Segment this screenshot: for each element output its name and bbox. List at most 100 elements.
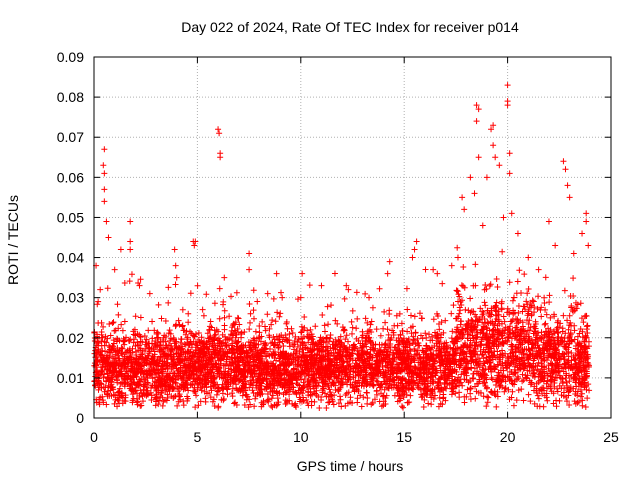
data-point <box>187 290 194 297</box>
data-point <box>221 307 228 314</box>
data-point <box>212 384 219 391</box>
data-point <box>341 327 348 334</box>
data-point <box>173 274 180 281</box>
data-point <box>246 266 253 273</box>
data-point <box>237 353 244 360</box>
data-point <box>542 328 549 335</box>
data-point <box>266 325 273 332</box>
data-point <box>500 367 507 374</box>
data-point <box>179 306 186 313</box>
data-point <box>566 378 573 385</box>
data-point <box>472 395 479 402</box>
data-point <box>496 162 503 169</box>
data-point <box>300 334 307 340</box>
data-point <box>342 402 349 409</box>
data-point <box>565 388 572 395</box>
data-point <box>585 242 592 249</box>
data-points <box>91 82 593 411</box>
data-point <box>434 270 441 277</box>
data-point <box>510 402 517 409</box>
data-point <box>271 387 278 394</box>
data-point <box>448 262 455 269</box>
data-point <box>561 335 568 342</box>
data-point <box>99 397 106 404</box>
data-point <box>506 170 513 177</box>
data-point <box>268 321 275 328</box>
data-point <box>345 389 352 396</box>
data-point <box>439 280 446 287</box>
data-point <box>115 311 122 318</box>
data-point <box>267 389 274 396</box>
data-point <box>364 330 371 337</box>
data-point <box>566 402 573 409</box>
data-point <box>342 336 349 343</box>
data-point <box>470 308 477 315</box>
data-point <box>289 330 296 337</box>
data-point <box>522 372 529 379</box>
data-point <box>321 322 328 329</box>
data-point <box>256 323 263 330</box>
data-point <box>516 267 523 274</box>
data-point <box>246 250 253 257</box>
data-point <box>494 284 501 291</box>
data-point <box>554 385 561 392</box>
data-point <box>212 331 219 338</box>
data-point <box>326 376 333 383</box>
data-point <box>268 395 275 402</box>
data-point <box>471 190 478 197</box>
data-point <box>192 404 199 411</box>
data-point <box>519 308 526 315</box>
data-point <box>480 310 487 317</box>
data-point <box>400 383 407 390</box>
data-point <box>562 330 569 337</box>
data-point <box>386 258 393 265</box>
data-point <box>267 373 274 380</box>
data-point <box>547 314 554 321</box>
data-point <box>273 270 280 277</box>
data-point <box>348 330 355 337</box>
data-point <box>171 246 178 253</box>
data-point <box>137 314 144 321</box>
data-point <box>407 392 414 399</box>
data-point <box>303 396 310 403</box>
data-point <box>306 380 313 387</box>
data-point <box>105 234 112 241</box>
data-point <box>278 289 285 296</box>
data-point <box>131 336 138 343</box>
data-point <box>254 298 261 305</box>
data-point <box>233 289 240 296</box>
data-point <box>292 333 299 340</box>
data-point <box>578 390 585 397</box>
data-point <box>531 374 538 381</box>
data-point <box>363 371 370 378</box>
data-point <box>475 154 482 161</box>
data-point <box>580 319 587 326</box>
data-point <box>143 336 150 343</box>
data-point <box>126 278 133 285</box>
data-point <box>239 392 246 399</box>
data-point <box>195 329 202 336</box>
data-point <box>436 340 443 347</box>
data-point <box>91 360 98 367</box>
data-point <box>159 402 166 409</box>
data-point <box>246 326 253 333</box>
data-point <box>505 334 512 341</box>
data-point <box>488 126 495 133</box>
data-point <box>527 398 534 405</box>
data-point <box>570 275 577 282</box>
data-point <box>326 398 333 405</box>
data-point <box>94 301 101 308</box>
data-point <box>430 395 437 402</box>
data-point <box>393 350 400 357</box>
data-point <box>128 271 135 278</box>
data-point <box>374 378 381 385</box>
data-point <box>490 122 497 129</box>
data-point <box>450 302 457 309</box>
data-point <box>262 327 269 334</box>
data-point <box>483 324 490 331</box>
data-point <box>220 362 227 369</box>
data-point <box>514 278 521 285</box>
data-point <box>111 327 118 334</box>
data-point <box>283 319 290 326</box>
data-point <box>119 345 126 352</box>
